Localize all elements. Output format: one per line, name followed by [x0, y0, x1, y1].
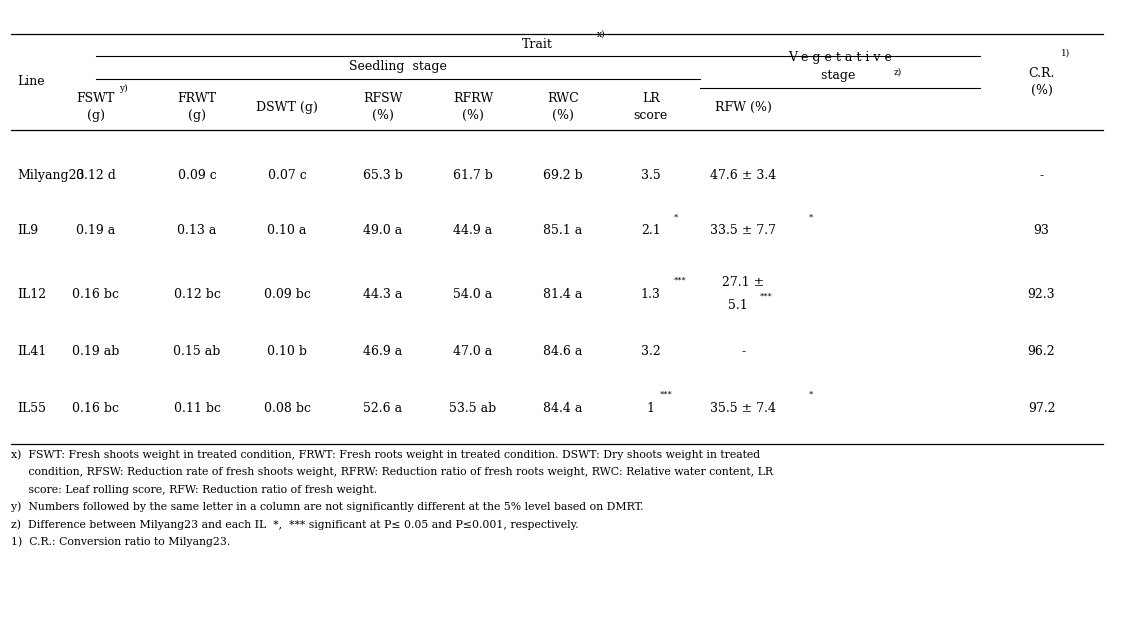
Text: 84.4 a: 84.4 a: [544, 402, 582, 414]
Text: *: *: [808, 391, 813, 399]
Text: 0.19 a: 0.19 a: [77, 224, 115, 237]
Text: 27.1 ±: 27.1 ±: [722, 277, 765, 289]
Text: 1: 1: [646, 402, 655, 414]
Text: Trait: Trait: [522, 39, 553, 51]
Text: IL9: IL9: [17, 224, 38, 237]
Text: 47.6 ± 3.4: 47.6 ± 3.4: [711, 169, 776, 182]
Text: ***: ***: [673, 277, 686, 285]
Text: 0.09 bc: 0.09 bc: [263, 288, 311, 300]
Text: Milyang23: Milyang23: [17, 169, 84, 182]
Text: 0.10 b: 0.10 b: [267, 346, 307, 358]
Text: 35.5 ± 7.4: 35.5 ± 7.4: [711, 402, 776, 414]
Text: 1): 1): [1061, 49, 1070, 58]
Text: 0.12 bc: 0.12 bc: [173, 288, 221, 300]
Text: *: *: [673, 213, 678, 221]
Text: 97.2: 97.2: [1028, 402, 1055, 414]
Text: z)  Difference between Milyang23 and each IL  *,  *** significant at P≤ 0.05 and: z) Difference between Milyang23 and each…: [11, 520, 579, 530]
Text: V e g e t a t i v e
stage: V e g e t a t i v e stage: [788, 51, 892, 82]
Text: RFRW
(%): RFRW (%): [453, 92, 493, 122]
Text: 81.4 a: 81.4 a: [544, 288, 582, 300]
Text: y)  Numbers followed by the same letter in a column are not significantly differ: y) Numbers followed by the same letter i…: [11, 502, 644, 512]
Text: 52.6 a: 52.6 a: [364, 402, 402, 414]
Text: 33.5 ± 7.7: 33.5 ± 7.7: [711, 224, 776, 237]
Text: FSWT
(g): FSWT (g): [77, 92, 115, 122]
Text: 92.3: 92.3: [1028, 288, 1055, 300]
Text: 5.1: 5.1: [727, 299, 748, 312]
Text: 3.5: 3.5: [641, 169, 661, 182]
Text: RFSW
(%): RFSW (%): [363, 92, 403, 122]
Text: -: -: [1039, 169, 1044, 182]
Text: 0.15 ab: 0.15 ab: [173, 346, 221, 358]
Text: RWC
(%): RWC (%): [547, 92, 579, 122]
Text: IL41: IL41: [17, 346, 46, 358]
Text: 0.11 bc: 0.11 bc: [173, 402, 221, 414]
Text: 0.08 bc: 0.08 bc: [263, 402, 311, 414]
Text: 46.9 a: 46.9 a: [364, 346, 402, 358]
Text: 0.09 c: 0.09 c: [178, 169, 216, 182]
Text: 61.7 b: 61.7 b: [453, 169, 493, 182]
Text: 49.0 a: 49.0 a: [364, 224, 402, 237]
Text: 69.2 b: 69.2 b: [543, 169, 583, 182]
Text: 3.2: 3.2: [641, 346, 661, 358]
Text: y): y): [119, 84, 128, 93]
Text: 0.07 c: 0.07 c: [268, 169, 306, 182]
Text: x)  FSWT: Fresh shoots weight in treated condition, FRWT: Fresh roots weight in : x) FSWT: Fresh shoots weight in treated …: [11, 450, 760, 460]
Text: 1)  C.R.: Conversion ratio to Milyang23.: 1) C.R.: Conversion ratio to Milyang23.: [11, 537, 231, 547]
Text: 2.1: 2.1: [641, 224, 661, 237]
Text: 53.5 ab: 53.5 ab: [449, 402, 497, 414]
Text: *: *: [808, 213, 813, 221]
Text: 0.13 a: 0.13 a: [178, 224, 216, 237]
Text: 96.2: 96.2: [1028, 346, 1055, 358]
Text: 0.16 bc: 0.16 bc: [72, 288, 119, 300]
Text: Line: Line: [17, 75, 45, 88]
Text: 44.3 a: 44.3 a: [364, 288, 402, 300]
Text: score: Leaf rolling score, RFW: Reduction ratio of fresh weight.: score: Leaf rolling score, RFW: Reductio…: [11, 485, 377, 495]
Text: ***: ***: [760, 293, 772, 301]
Text: 65.3 b: 65.3 b: [363, 169, 403, 182]
Text: z): z): [894, 67, 902, 76]
Text: -: -: [741, 346, 745, 358]
Text: 84.6 a: 84.6 a: [544, 346, 582, 358]
Text: 47.0 a: 47.0 a: [454, 346, 492, 358]
Text: DSWT (g): DSWT (g): [257, 101, 318, 113]
Text: 85.1 a: 85.1 a: [544, 224, 582, 237]
Text: x): x): [597, 29, 606, 38]
Text: FRWT
(g): FRWT (g): [178, 92, 216, 122]
Text: 54.0 a: 54.0 a: [454, 288, 492, 300]
Text: IL55: IL55: [17, 402, 46, 414]
Text: 0.16 bc: 0.16 bc: [72, 402, 119, 414]
Text: 0.10 a: 0.10 a: [268, 224, 306, 237]
Text: IL12: IL12: [17, 288, 46, 300]
Text: RFW (%): RFW (%): [715, 101, 771, 113]
Text: 44.9 a: 44.9 a: [454, 224, 492, 237]
Text: 0.12 d: 0.12 d: [75, 169, 116, 182]
Text: Seedling  stage: Seedling stage: [349, 60, 447, 73]
Text: LR
score: LR score: [634, 92, 668, 122]
Text: 0.19 ab: 0.19 ab: [72, 346, 119, 358]
Text: 1.3: 1.3: [641, 288, 661, 300]
Text: ***: ***: [660, 391, 672, 399]
Text: 93: 93: [1034, 224, 1049, 237]
Text: condition, RFSW: Reduction rate of fresh shoots weight, RFRW: Reduction ratio of: condition, RFSW: Reduction rate of fresh…: [11, 467, 774, 477]
Text: C.R.
(%): C.R. (%): [1028, 67, 1055, 97]
